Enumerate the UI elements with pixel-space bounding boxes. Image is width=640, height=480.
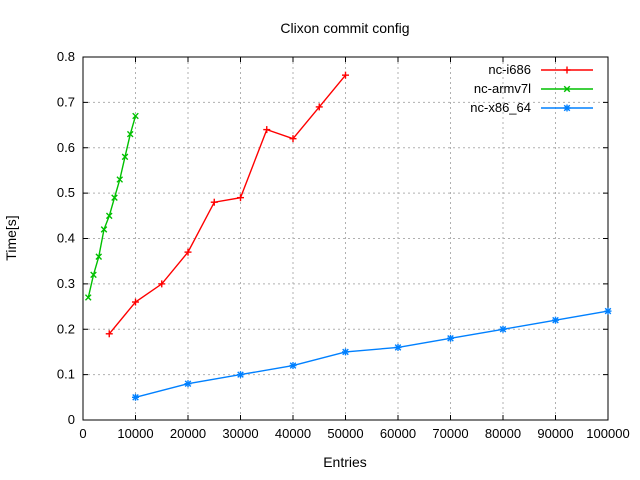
data-point-marker (604, 307, 612, 315)
data-point-marker (289, 135, 297, 143)
data-point-marker (105, 330, 113, 338)
data-point-marker (116, 176, 124, 183)
x-tick-label: 70000 (432, 426, 468, 441)
data-point-marker (342, 71, 349, 79)
series-line-nc-x86_64 (135, 310, 609, 398)
data-point-marker (132, 393, 139, 401)
y-tick-label: 0.4 (57, 231, 75, 246)
data-point-marker (499, 325, 507, 333)
legend-sample-nc-i686 (541, 66, 593, 74)
data-point-marker (132, 298, 139, 306)
y-tick-label: 0 (68, 412, 75, 427)
data-point-marker (263, 126, 271, 134)
data-point-marker (447, 334, 454, 342)
legend-label-nc-x86_64: nc-x86_64 (470, 100, 531, 115)
data-point-marker (563, 104, 571, 112)
legend-label-nc-i686: nc-i686 (488, 62, 531, 77)
data-point-marker (121, 153, 129, 161)
data-point-marker (237, 371, 244, 379)
legend-sample-nc-x86_64 (541, 104, 593, 112)
chart-title: Clixon commit config (280, 20, 409, 36)
series-line-nc-armv7l (87, 115, 137, 298)
x-tick-label: 50000 (327, 426, 363, 441)
data-point-marker (210, 198, 218, 206)
data-point-marker (563, 66, 571, 74)
data-point-marker (237, 194, 244, 202)
data-point-marker (552, 316, 559, 324)
y-tick-label: 0.1 (57, 367, 75, 382)
y-tick-label: 0.2 (57, 321, 75, 336)
legend-label-nc-armv7l: nc-armv7l (474, 81, 531, 96)
data-point-marker (289, 362, 297, 370)
y-axis-label: Time[s] (3, 215, 19, 260)
data-point-marker (394, 343, 402, 351)
series-line-nc-i686 (108, 74, 347, 335)
data-point-marker (184, 248, 192, 256)
x-tick-label: 40000 (275, 426, 311, 441)
plot-border (82, 56, 609, 421)
y-tick-label: 0.3 (57, 276, 75, 291)
data-point-marker (95, 253, 103, 260)
grid-lines (83, 57, 608, 420)
y-tick-label: 0.6 (57, 140, 75, 155)
tick-labels: 0 10000 20000 30000 40000 50000 60000 70000 8000… (57, 49, 630, 441)
y-tick-label: 0.7 (57, 94, 75, 109)
data-point-marker (563, 85, 571, 93)
x-tick-label: 100000 (586, 426, 629, 441)
x-tick-label: 60000 (380, 426, 416, 441)
data-point-marker (158, 280, 166, 288)
x-tick-label: 30000 (222, 426, 258, 441)
data-point-marker (184, 380, 192, 388)
data-point-marker (132, 112, 139, 120)
x-tick-label: 20000 (170, 426, 206, 441)
data-point-marker (100, 226, 108, 233)
data-point-marker (84, 294, 92, 301)
legend: nc-i686 nc-armv7l nc-x86_64 (470, 62, 593, 115)
data-point-marker (105, 212, 113, 220)
legend-sample-nc-armv7l (541, 85, 593, 93)
data-point-marker (126, 130, 134, 138)
data-point-marker (111, 194, 118, 201)
data-point-marker (342, 348, 349, 356)
data-point-marker (315, 103, 323, 111)
x-tick-label: 0 (79, 426, 86, 441)
y-tick-label: 0.8 (57, 49, 75, 64)
y-tick-label: 0.5 (57, 185, 75, 200)
x-tick-label: 90000 (537, 426, 573, 441)
data-series (84, 71, 612, 401)
data-point-marker (90, 271, 97, 279)
x-tick-label: 80000 (485, 426, 521, 441)
x-axis-label: Entries (323, 454, 367, 470)
x-tick-label: 10000 (117, 426, 153, 441)
